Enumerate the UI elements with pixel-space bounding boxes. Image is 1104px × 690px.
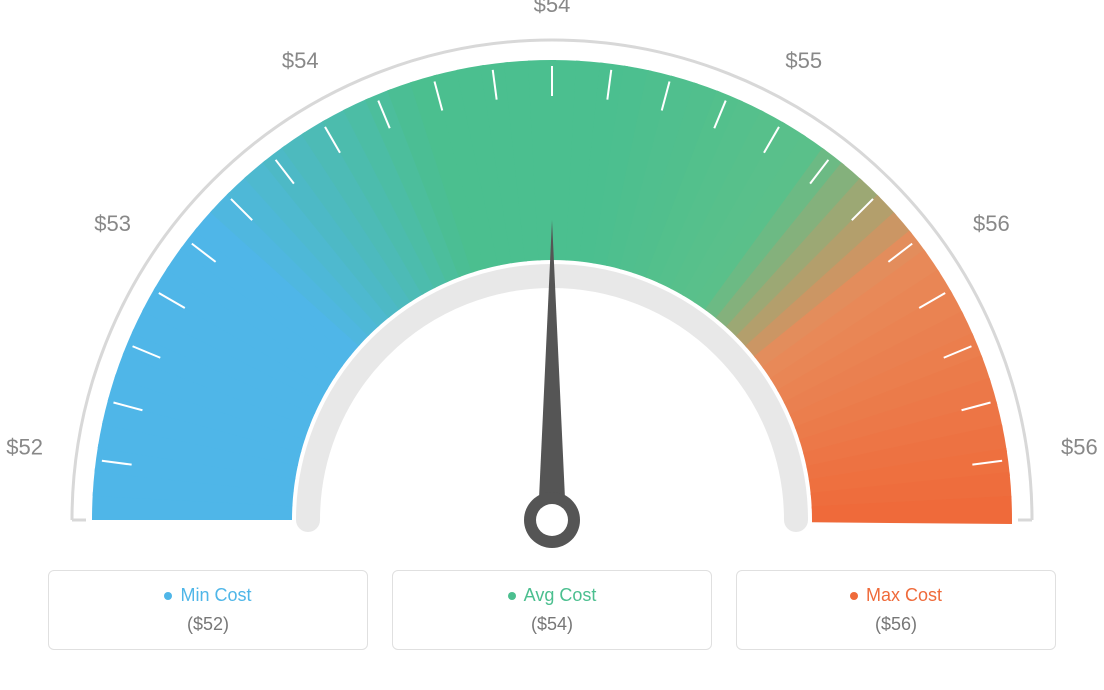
gauge-tick-label: $54 [282, 48, 319, 73]
legend-value-max: ($56) [747, 614, 1045, 635]
legend-label-max: Max Cost [866, 585, 942, 606]
gauge-svg: $52 $53 $54 $54 $55 $56 $56 [0, 0, 1104, 560]
legend-title-avg: Avg Cost [508, 585, 597, 606]
legend-row: Min Cost ($52) Avg Cost ($54) Max Cost (… [0, 570, 1104, 650]
legend-card-avg: Avg Cost ($54) [392, 570, 712, 650]
gauge-chart: $52 $53 $54 $54 $55 $56 $56 [0, 0, 1104, 560]
legend-title-min: Min Cost [164, 585, 251, 606]
legend-card-max: Max Cost ($56) [736, 570, 1056, 650]
legend-label-min: Min Cost [180, 585, 251, 606]
legend-dot-avg [508, 592, 516, 600]
legend-value-min: ($52) [59, 614, 357, 635]
gauge-tick-label: $55 [785, 48, 822, 73]
gauge-tick-label: $56 [973, 211, 1010, 236]
legend-title-max: Max Cost [850, 585, 942, 606]
legend-label-avg: Avg Cost [524, 585, 597, 606]
legend-value-avg: ($54) [403, 614, 701, 635]
legend-card-min: Min Cost ($52) [48, 570, 368, 650]
gauge-tick-label: $53 [94, 211, 131, 236]
legend-dot-min [164, 592, 172, 600]
gauge-tick-label: $52 [6, 434, 43, 459]
gauge-tick-label: $56 [1061, 434, 1098, 459]
gauge-tick-label: $54 [534, 0, 571, 17]
legend-dot-max [850, 592, 858, 600]
